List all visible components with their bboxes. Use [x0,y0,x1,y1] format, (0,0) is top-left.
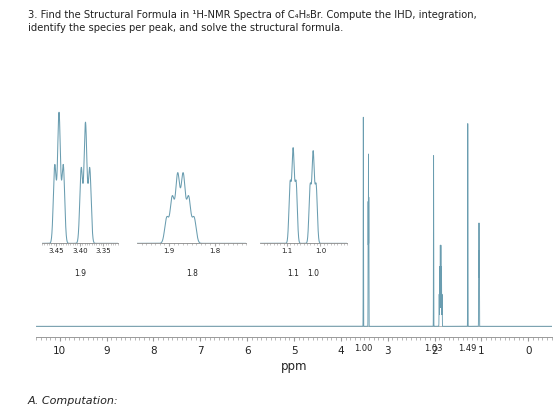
Text: 1.1: 1.1 [287,269,299,278]
Text: identify the species per peak, and solve the structural formula.: identify the species per peak, and solve… [28,23,343,33]
Text: 1.0: 1.0 [307,269,319,278]
Text: 3. Find the Structural Formula in ¹H-NMR Spectra of C₄H₈Br. Compute the IHD, int: 3. Find the Structural Formula in ¹H-NMR… [28,10,477,20]
X-axis label: ppm: ppm [281,360,307,373]
Text: 1.03: 1.03 [424,344,443,354]
Text: 1.8: 1.8 [186,269,198,278]
Text: 1.49: 1.49 [459,344,477,354]
Text: 1.00: 1.00 [354,344,372,354]
Text: 1.9: 1.9 [74,269,86,278]
Text: A. Computation:: A. Computation: [28,396,119,406]
